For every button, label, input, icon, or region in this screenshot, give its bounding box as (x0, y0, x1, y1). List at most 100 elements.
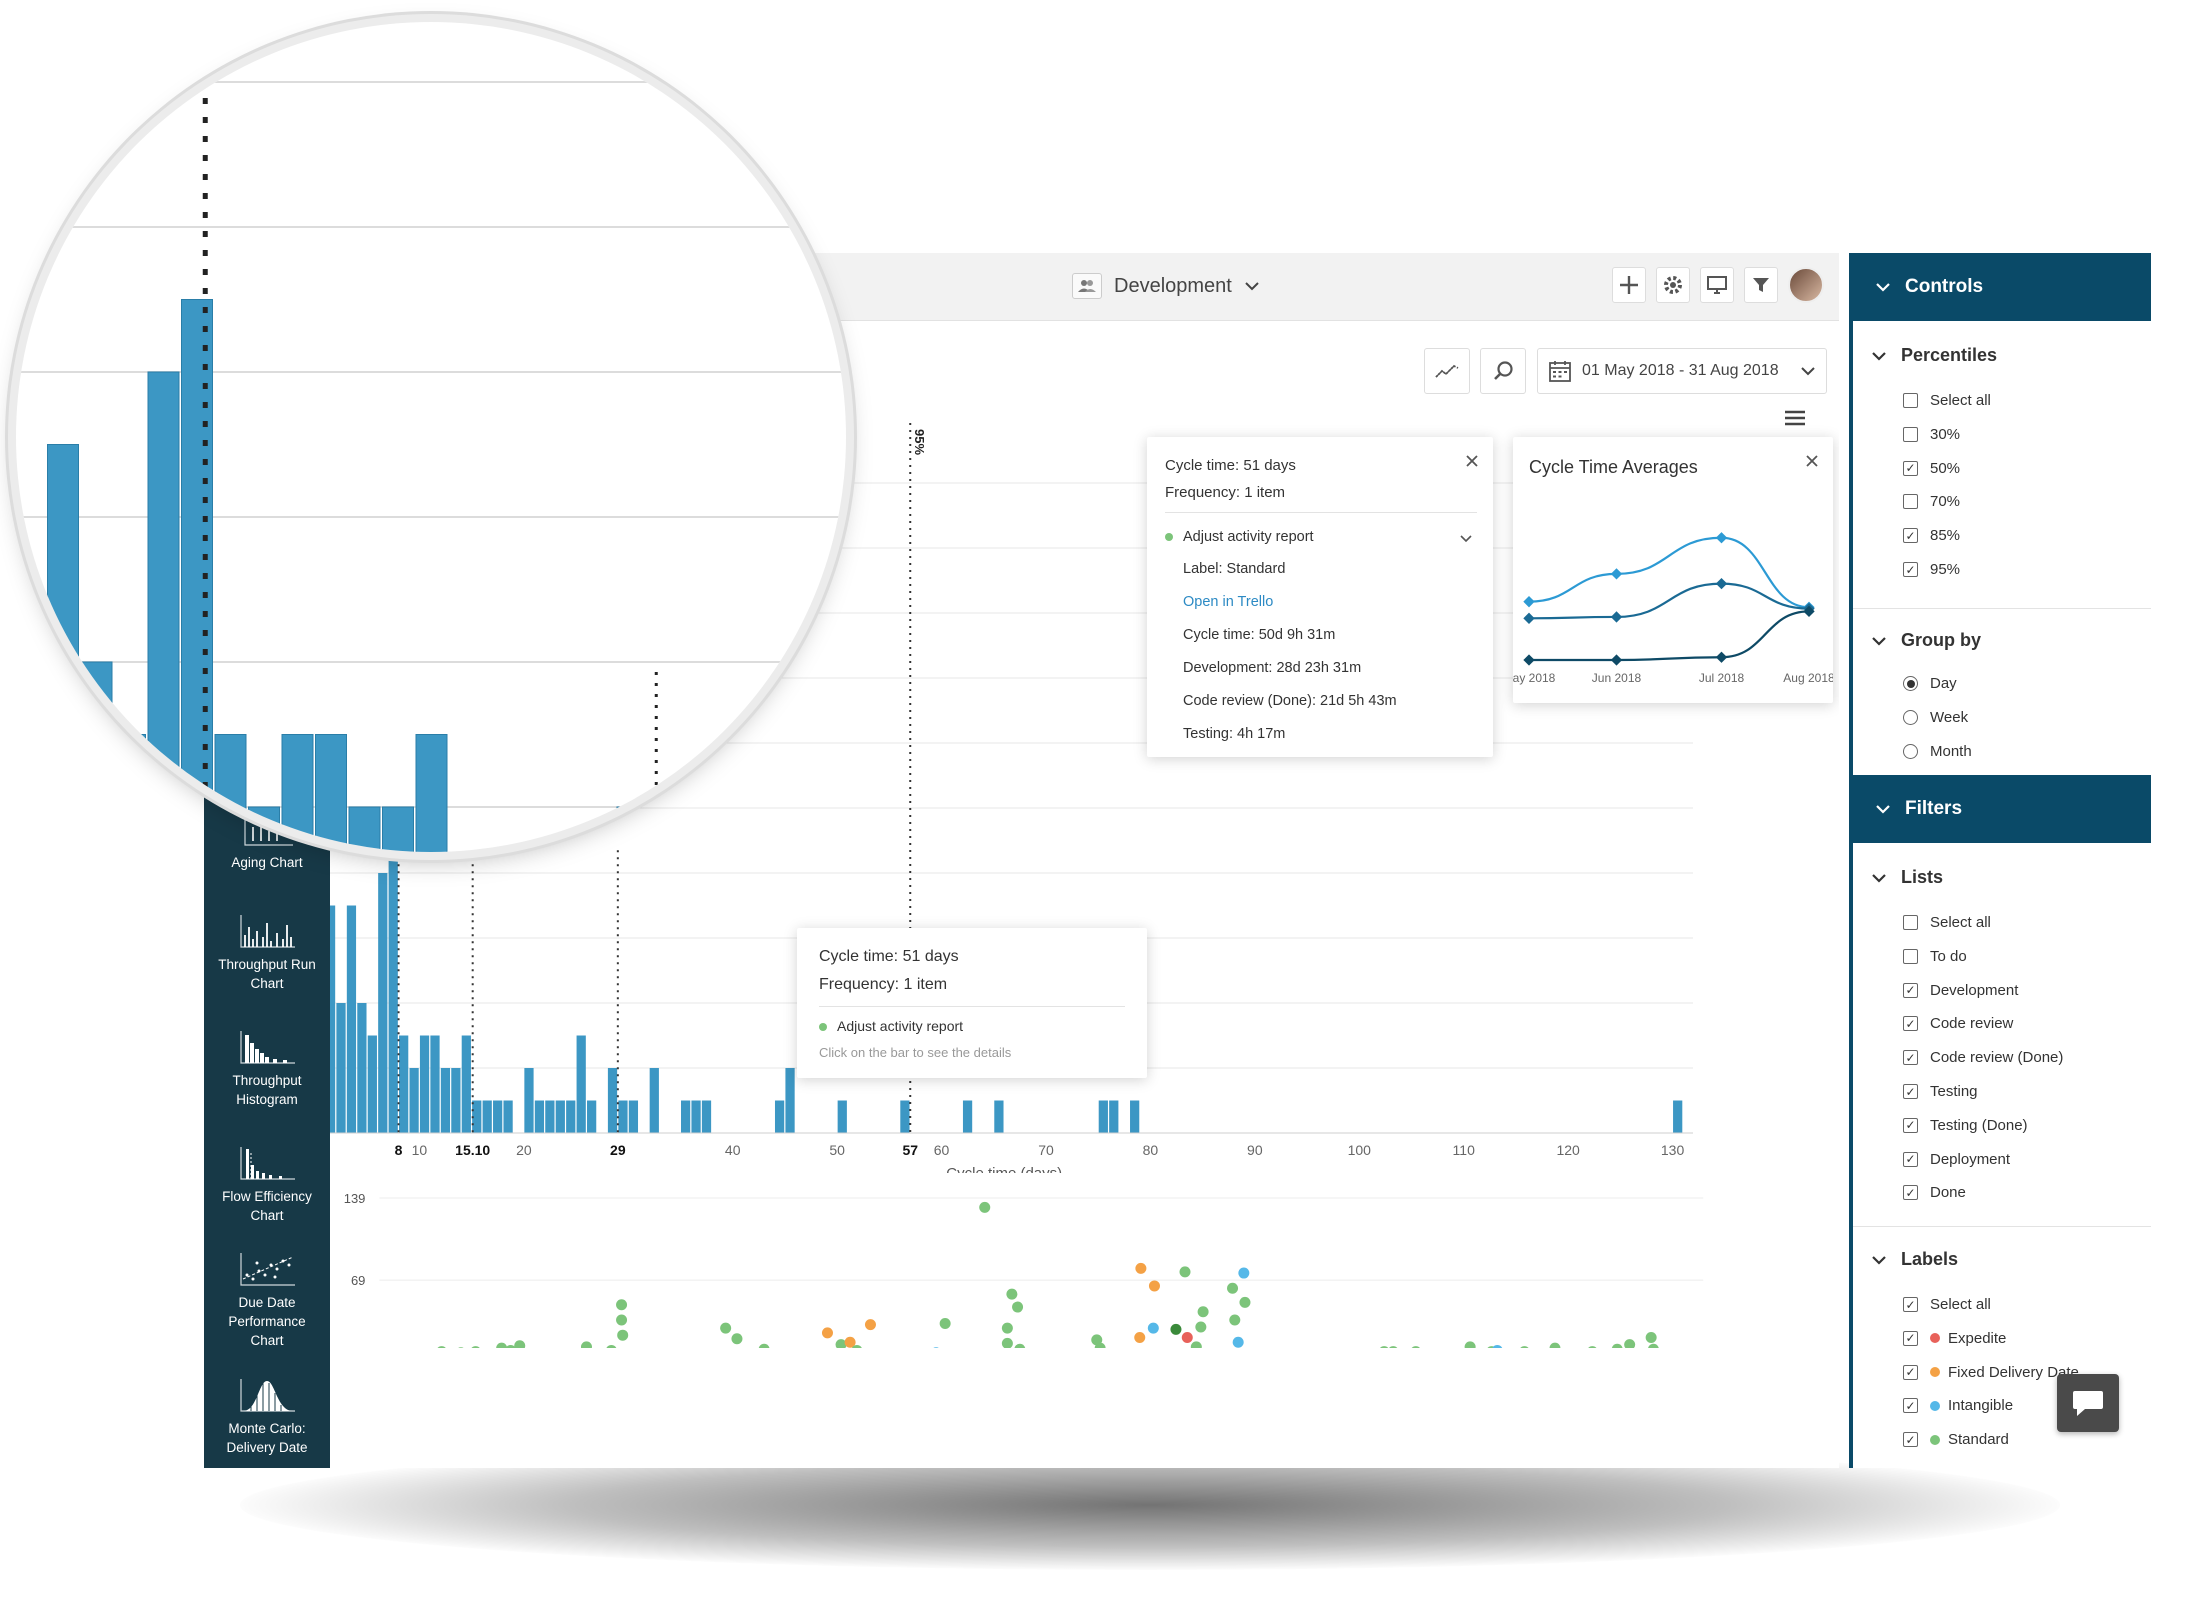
scatter-point (1411, 1346, 1420, 1348)
scatter-point (1170, 1323, 1182, 1335)
y-tick-label: 139 (344, 1191, 366, 1206)
percentile-option[interactable]: 70% (1903, 493, 1960, 510)
x-tick-label: 80 (1143, 1142, 1159, 1158)
checkbox[interactable]: ✓ (1903, 982, 1918, 998)
nav-flow-efficiency-chart[interactable]: Flow Efficiency Chart (204, 1145, 330, 1225)
percentiles-section-header[interactable]: Percentiles (1871, 345, 1997, 366)
list-filter-option[interactable]: ✓ Testing (Done) (1903, 1117, 2028, 1134)
list-filter-option[interactable]: ✓ Code review (Done) (1903, 1049, 2063, 1066)
radio-button[interactable] (1903, 676, 1918, 691)
checkbox[interactable]: ✓ (1903, 1432, 1918, 1448)
group-by-option[interactable]: Month (1903, 743, 1972, 760)
labels-section-header[interactable]: Labels (1871, 1249, 1958, 1270)
checkbox[interactable]: ✓ (1903, 1297, 1918, 1312)
nav-aging-chart[interactable]: Aging Chart (204, 813, 330, 872)
group-by-option[interactable]: Week (1903, 709, 1968, 726)
checkbox[interactable]: ✓ (1903, 1151, 1918, 1167)
checkbox[interactable]: ✓ (1903, 528, 1918, 544)
nav-monte-carlo-delivery-date[interactable]: Monte Carlo: Delivery Date (204, 1377, 330, 1457)
percentile-option[interactable]: Select all (1903, 392, 1991, 409)
scatter-point (731, 1333, 743, 1345)
checkbox[interactable]: ✓ (1903, 1084, 1918, 1099)
radio-button[interactable] (1903, 743, 1918, 759)
percentile-option[interactable]: 30% (1903, 426, 1960, 443)
chat-button[interactable] (2057, 1374, 2119, 1432)
close-icon (1466, 455, 1478, 467)
list-filter-option[interactable]: ✓ Deployment (1903, 1151, 2010, 1168)
checkbox[interactable]: ✓ (1903, 1330, 1918, 1346)
percentiles-title: Percentiles (1901, 345, 1998, 365)
list-filter-option[interactable]: ✓ Development (1903, 982, 2018, 999)
magnified-bar (16, 661, 46, 852)
scatter-point (1014, 1343, 1026, 1348)
percentile-option[interactable]: ✓ 95% (1903, 561, 1960, 578)
percentile-option[interactable]: ✓ 50% (1903, 460, 1960, 477)
nav-throughput-histogram[interactable]: Throughput Histogram (204, 1029, 330, 1109)
percentile-option[interactable]: ✓ 85% (1903, 527, 1960, 544)
controls-header[interactable]: Controls (1853, 253, 2151, 321)
chat-bubble-icon (2073, 1391, 2103, 1416)
checkbox[interactable] (1903, 948, 1918, 964)
zoom-button[interactable] (1480, 348, 1526, 394)
list-filter-option[interactable]: ✓ Done (1903, 1184, 1966, 1201)
collapse-item-button[interactable] (1459, 531, 1473, 548)
project-selector[interactable]: Development (1072, 273, 1260, 299)
list-filter-label: Testing (1930, 1083, 1978, 1100)
list-filter-option[interactable]: To do (1903, 948, 1967, 965)
avatar[interactable] (1788, 267, 1824, 303)
label-color-dot (1930, 1333, 1940, 1344)
lists-section-header[interactable]: Lists (1871, 867, 1943, 888)
x-tick-label: 20 (516, 1142, 532, 1158)
checkbox[interactable]: ✓ (1903, 1185, 1918, 1201)
label-filter-option[interactable]: ✓ Fixed Delivery Date (1903, 1364, 2079, 1381)
list-filter-option[interactable]: ✓ Testing (1903, 1083, 1978, 1100)
checkbox[interactable] (1903, 426, 1918, 442)
trend-button[interactable] (1424, 348, 1470, 394)
group-by-title: Group by (1901, 630, 1981, 650)
list-filter-option[interactable]: ✓ Code review (1903, 1015, 2013, 1032)
checkbox[interactable] (1903, 915, 1918, 930)
nav-throughput-run-chart[interactable]: Throughput Run Chart (204, 913, 330, 993)
filter-button[interactable] (1744, 267, 1778, 303)
average-point-marker (1523, 596, 1535, 608)
filters-header[interactable]: Filters (1853, 775, 2151, 843)
close-button[interactable] (1805, 451, 1819, 474)
checkbox[interactable]: ✓ (1903, 1050, 1918, 1066)
display-button[interactable] (1700, 267, 1734, 303)
scatter-point (1624, 1339, 1636, 1348)
date-range-picker[interactable]: 01 May 2018 - 31 Aug 2018 (1537, 348, 1827, 394)
checkbox[interactable]: ✓ (1903, 1016, 1918, 1032)
settings-button[interactable] (1656, 267, 1690, 303)
radio-button[interactable] (1903, 709, 1918, 725)
nav-label: Flow Efficiency Chart (222, 1189, 312, 1223)
scatter-point (1134, 1332, 1146, 1344)
group-by-section-header[interactable]: Group by (1871, 630, 1981, 651)
checkbox[interactable]: ✓ (1903, 1364, 1918, 1380)
label-filter-option[interactable]: ✓ Intangible (1903, 1397, 2013, 1414)
open-in-trello-link[interactable]: Open in Trello (1183, 594, 1274, 610)
close-icon (1806, 455, 1818, 467)
scatter-point (1147, 1322, 1159, 1334)
close-button[interactable] (1465, 451, 1479, 474)
checkbox[interactable]: ✓ (1903, 460, 1918, 476)
label-filter-option[interactable]: ✓ Standard (1903, 1431, 2009, 1448)
histogram-bar (837, 1100, 847, 1133)
chart-menu-button[interactable] (1784, 408, 1806, 428)
list-filter-option[interactable]: Select all (1903, 914, 1991, 931)
label-color-dot (1930, 1400, 1940, 1411)
label-filter-option[interactable]: ✓ Expedite (1903, 1330, 2006, 1347)
checkbox[interactable] (1903, 393, 1918, 408)
label-filter-option[interactable]: ✓ Select all (1903, 1296, 1991, 1313)
checkbox[interactable] (1903, 494, 1918, 510)
label-filter-label: Expedite (1948, 1329, 2007, 1347)
checkbox[interactable]: ✓ (1903, 1117, 1918, 1133)
group-by-option[interactable]: Day (1903, 675, 1957, 692)
scatter-point (1645, 1332, 1657, 1344)
add-button[interactable] (1612, 267, 1646, 303)
checkbox[interactable]: ✓ (1903, 1398, 1918, 1414)
calendar-icon (1549, 361, 1571, 382)
histogram-bar (336, 1003, 346, 1133)
nav-due-date-performance-chart[interactable]: Due Date Performance Chart (204, 1251, 330, 1350)
nav-label: Monte Carlo: Delivery Date (226, 1421, 308, 1455)
checkbox[interactable]: ✓ (1903, 562, 1918, 577)
